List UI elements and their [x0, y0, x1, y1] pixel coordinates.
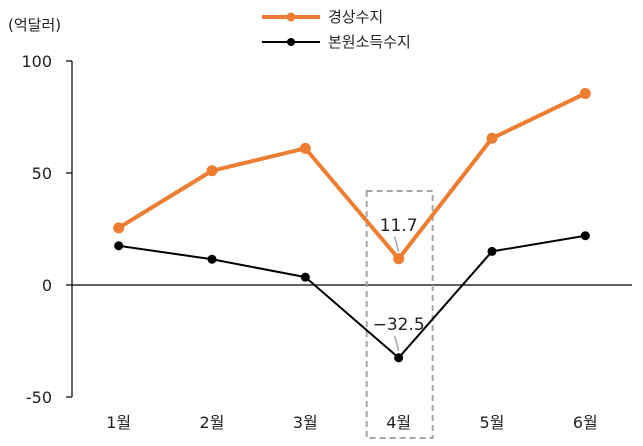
legend-marker-primary-income — [287, 38, 295, 46]
x-tick-label: 5월 — [480, 413, 505, 432]
x-tick-label: 2월 — [200, 413, 225, 432]
highlight-box — [365, 190, 434, 439]
series-1-point — [394, 353, 404, 363]
series-0-point — [299, 142, 311, 154]
y-axis-unit-label: (억달러) — [8, 16, 61, 34]
x-tick-label: 3월 — [293, 413, 318, 432]
series-1-point — [580, 231, 590, 241]
series-line-0 — [117, 91, 587, 261]
series-1-point — [487, 246, 497, 256]
x-tick-label: 4월 — [386, 413, 411, 432]
legend-label-primary-income: 본원소득수지 — [328, 33, 411, 51]
series-0-point — [206, 165, 218, 177]
y-tick-label: 50 — [32, 164, 52, 183]
y-axis: -50 0 50 100 — [21, 52, 632, 407]
series-line-1 — [118, 234, 586, 359]
y-tick-label: 100 — [21, 52, 52, 71]
series-0-point — [579, 87, 591, 99]
highlight-dashed-box — [365, 190, 434, 439]
y-tick-label: -50 — [26, 388, 52, 407]
series-group — [113, 87, 591, 363]
series-0-point — [393, 253, 405, 265]
series-1-point — [300, 272, 310, 282]
legend-label-current-account: 경상수지 — [328, 8, 383, 26]
annotation-leader — [393, 335, 400, 351]
y-tick-label: 0 — [42, 276, 52, 295]
series-0-point — [113, 222, 125, 234]
annotation-leader — [393, 236, 400, 252]
series-1-point — [207, 254, 217, 264]
data-label-annotation: 11.7 — [380, 216, 418, 236]
series-1-point — [114, 241, 124, 251]
data-label-annotation: −32.5 — [373, 315, 425, 335]
x-tick-label: 1월 — [106, 413, 131, 432]
x-tick-label: 6월 — [573, 413, 598, 432]
legend-marker-current-account — [286, 12, 296, 22]
series-0-point — [486, 132, 498, 144]
annotations: 11.7 −32.5 — [373, 216, 425, 351]
legend: 경상수지 본원소득수지 — [262, 8, 411, 51]
x-axis-labels: 1월 2월 3월 4월 5월 6월 — [106, 413, 598, 432]
